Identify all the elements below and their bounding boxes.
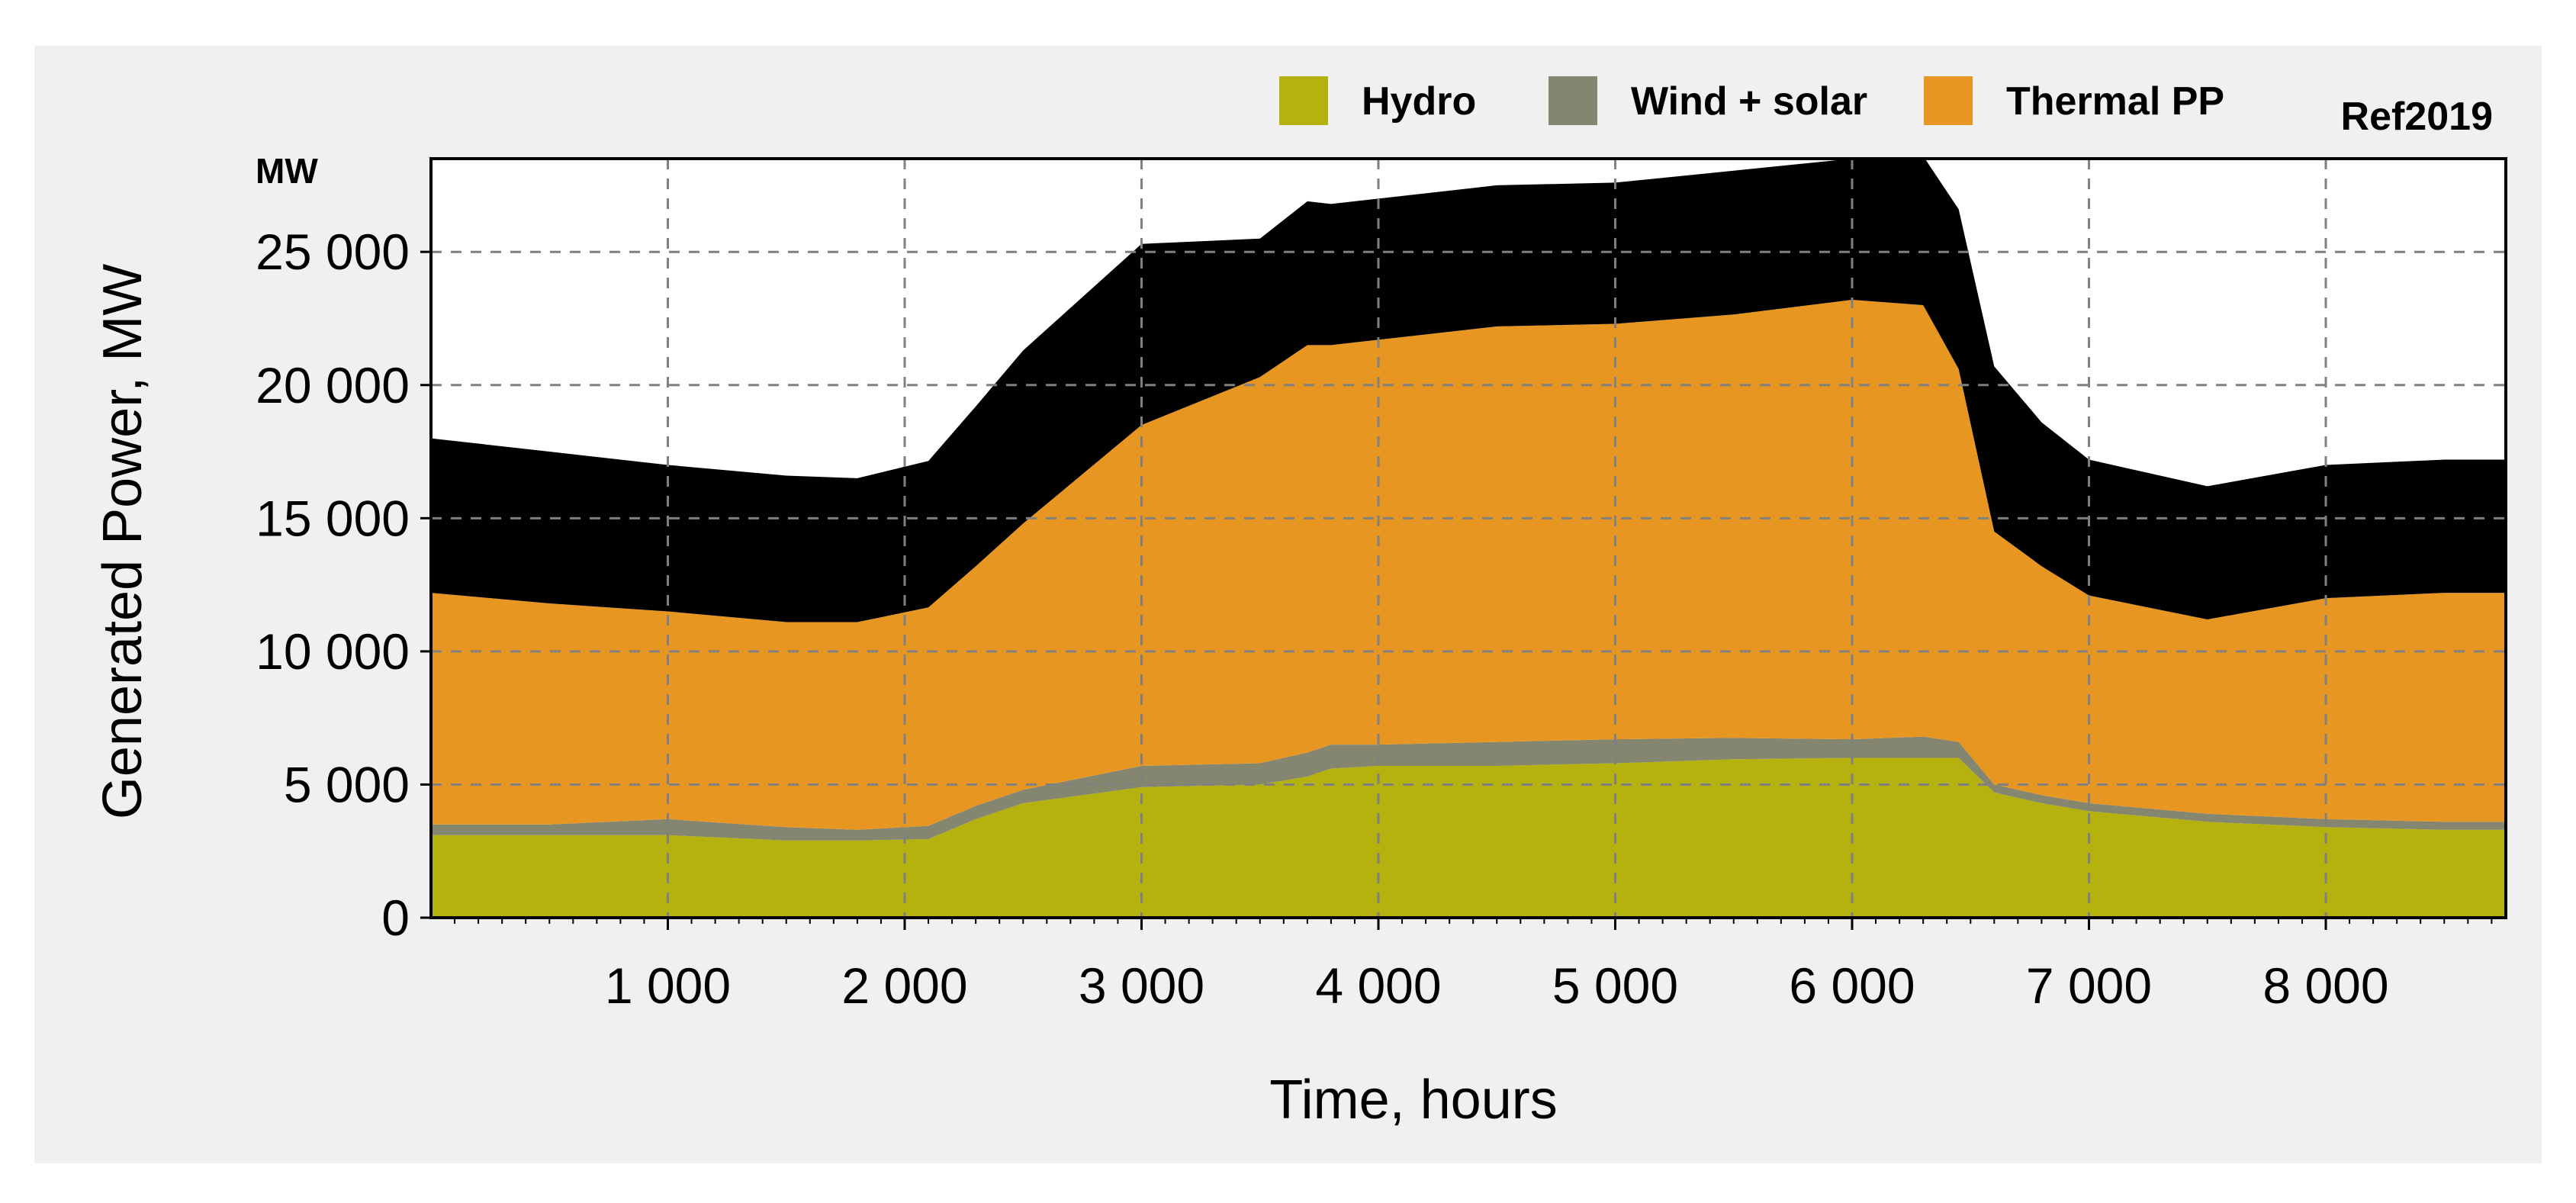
legend-label-wind-solar: Wind + solar [1631, 79, 1867, 124]
legend: Hydro Wind + solar Thermal PP [1279, 76, 2224, 125]
y-tick-label: 20 000 [256, 357, 410, 413]
x-tick-label: 6 000 [1789, 957, 1915, 1014]
y-axis: 0 5 000 10 000 15 000 20 000 25 000 [256, 224, 431, 946]
x-axis-title: Time, hours [1269, 1070, 1557, 1131]
legend-label-hydro: Hydro [1362, 79, 1476, 124]
x-tick-label: 2 000 [841, 957, 967, 1014]
x-tick-label: 7 000 [2026, 957, 2152, 1014]
legend-swatch-hydro [1279, 76, 1328, 125]
legend-swatch-thermal-pp [1924, 76, 1973, 125]
y-tick-label: 15 000 [256, 490, 410, 546]
legend-swatch-wind-solar [1548, 76, 1597, 125]
series-areas [431, 159, 2506, 918]
plot-frame [429, 157, 2507, 919]
x-tick-label: 1 000 [605, 957, 731, 1014]
x-tick-label: 3 000 [1079, 957, 1204, 1014]
y-tick-label: 0 [381, 889, 410, 946]
area-peak-load-envelope [431, 159, 2506, 622]
area-wind-solar [431, 736, 2506, 841]
y-axis-title: Generated Power, MW [92, 264, 153, 819]
y-unit-label: MW [256, 151, 318, 191]
y-tick-label: 25 000 [256, 224, 410, 280]
x-axis: 1 000 2 000 3 000 4 000 5 000 6 000 7 000 8 000 [454, 918, 2493, 1014]
x-tick-label: 4 000 [1315, 957, 1441, 1014]
y-tick-label: 10 000 [256, 623, 410, 680]
legend-label-thermal-pp: Thermal PP [2006, 79, 2224, 124]
x-tick-label: 8 000 [2262, 957, 2388, 1014]
x-tick-label: 5 000 [1552, 957, 1678, 1014]
area-thermal-pp [431, 300, 2506, 830]
y-tick-label: 5 000 [284, 756, 410, 812]
scenario-label: Ref2019 [2341, 95, 2493, 139]
area-hydro [431, 758, 2506, 918]
grid-lines [431, 159, 2506, 918]
